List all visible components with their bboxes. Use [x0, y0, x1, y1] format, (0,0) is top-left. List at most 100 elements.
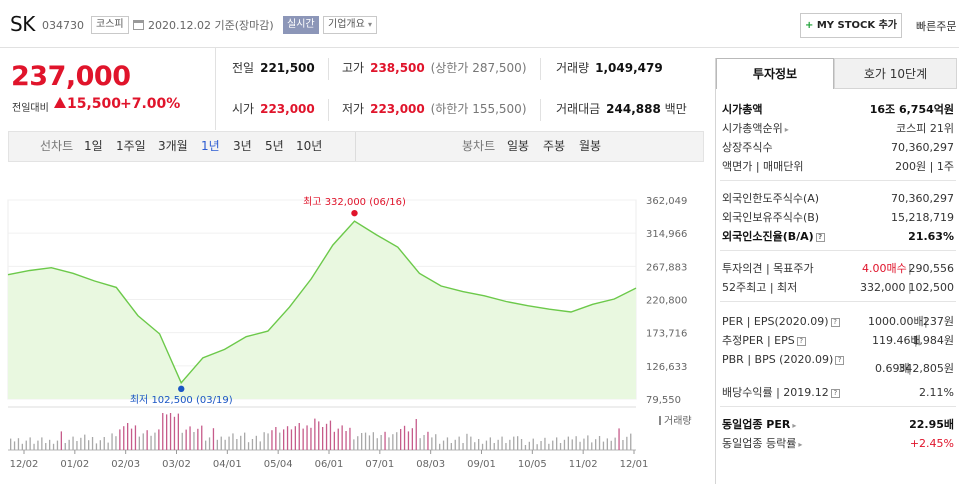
help-icon[interactable]: ?	[830, 317, 840, 327]
candle-weekly[interactable]: 주봉	[543, 139, 566, 153]
period-1d[interactable]: 1일	[84, 139, 103, 153]
upper-limit: (상한가 287,500)	[430, 61, 527, 75]
base-date: 2020.12.02 기준(장마감)	[148, 19, 274, 32]
tab-orderbook-10[interactable]: 호가 10단계	[834, 58, 957, 89]
industry-per-value: 22.95배	[909, 418, 954, 431]
quote-volume: 거래량 1,049,479	[556, 48, 663, 89]
volume-bar	[439, 443, 441, 450]
volume-bar	[271, 430, 273, 450]
period-10y[interactable]: 10년	[296, 139, 323, 153]
volume-bar	[91, 437, 94, 450]
volume-bar	[493, 443, 495, 450]
help-icon[interactable]: ?	[796, 336, 806, 346]
volume-bar	[130, 428, 133, 450]
volume-bar	[485, 440, 488, 450]
period-3y[interactable]: 3년	[233, 139, 252, 153]
volume-bar	[255, 435, 257, 450]
amount-unit: 백만	[664, 102, 687, 116]
volume-bar	[123, 426, 125, 450]
volume-bar	[45, 443, 47, 450]
market-badge: 코스피	[91, 16, 129, 34]
volume-bar	[72, 436, 74, 450]
help-icon[interactable]: ?	[830, 388, 840, 398]
help-icon[interactable]: ?	[835, 355, 845, 365]
quick-order-link[interactable]: 빠른주문	[916, 20, 957, 33]
quote-row-1: 전일 221,500 고가 238,500 (상한가 287,500) 거래량 1,0…	[216, 48, 704, 89]
volume-bar	[247, 442, 250, 450]
volume-bar	[610, 440, 612, 450]
divider: |	[908, 281, 912, 294]
volume-bar	[368, 435, 371, 450]
period-3m[interactable]: 3개월	[158, 139, 188, 153]
opinion-row: 투자의견 | 목표주가 4.00매수 | 290,556	[722, 259, 954, 278]
x-tick-label: 07/01	[365, 459, 394, 470]
tab-investment-info[interactable]: 투자정보	[716, 58, 834, 89]
x-tick-label: 10/05	[518, 459, 547, 470]
stock-name: SK	[10, 12, 35, 36]
volume-bar	[571, 439, 573, 450]
market-cap-label: 시가총액	[722, 103, 763, 116]
candle-monthly[interactable]: 월봉	[579, 139, 602, 153]
high-label: 최고 332,000 (06/16)	[303, 196, 406, 208]
my-stock-add-button[interactable]: + MY STOCK 추가	[800, 13, 902, 38]
divider	[720, 180, 956, 181]
price-change-percent: +7.00%	[120, 96, 181, 112]
volume-bar	[501, 436, 503, 450]
volume-bar	[450, 443, 452, 450]
est-per-row: 추정PER | EPS? 119.46배 | 1,984원	[722, 331, 954, 350]
volume-bar	[10, 438, 12, 450]
volume-bar	[275, 427, 277, 450]
volume-bar	[353, 439, 355, 450]
volume-bar	[489, 437, 491, 450]
volume-label: 거래량	[556, 61, 590, 75]
volume-bar	[505, 443, 507, 450]
company-overview-dropdown[interactable]: 기업개요 ▾	[323, 16, 378, 34]
volume-bar	[318, 421, 320, 450]
w52-label: 52주최고 | 최저	[722, 281, 798, 294]
volume-bar	[325, 423, 328, 450]
volume-bar	[13, 441, 16, 450]
volume-bar	[201, 425, 203, 450]
candle-daily[interactable]: 일봉	[507, 139, 530, 153]
foreign-hold-row: 외국인보유주식수(B) 15,218,719	[722, 208, 954, 227]
help-icon[interactable]: ?	[815, 232, 825, 242]
period-1y[interactable]: 1년	[201, 139, 220, 153]
volume-bar	[294, 426, 296, 450]
high-label: 고가	[342, 61, 365, 75]
volume-value: 1,049,479	[595, 61, 663, 75]
realtime-button[interactable]: 실시간	[283, 16, 319, 34]
period-1w[interactable]: 1주일	[116, 139, 146, 153]
volume-bar	[458, 436, 460, 450]
volume-bar	[103, 437, 105, 450]
price-area-fill	[8, 221, 636, 399]
volume-bar	[497, 439, 499, 450]
volume-bar	[544, 437, 546, 450]
info-tabs: 투자정보 호가 10단계	[716, 58, 959, 89]
volume-bar	[33, 443, 35, 450]
volume-bar	[310, 427, 312, 450]
period-5y[interactable]: 5년	[265, 139, 284, 153]
volume-bar	[177, 413, 179, 450]
volume-bar	[407, 431, 410, 450]
volume-bar	[462, 443, 464, 450]
volume-bar	[115, 436, 117, 450]
amount-label: 거래대금	[556, 102, 601, 116]
x-tick-label: 12/02	[10, 459, 39, 470]
volume-bar	[411, 428, 413, 450]
volume-bar	[618, 428, 620, 450]
volume-bar	[236, 439, 238, 450]
volume-bar	[524, 445, 527, 450]
volume-bar	[329, 420, 332, 450]
divider	[328, 58, 329, 80]
divider	[720, 406, 956, 407]
volume-bar	[591, 442, 593, 450]
shares-label: 상장주식수	[722, 141, 773, 154]
price-box: 237,000 전일대비 15,500 +7.00%	[0, 48, 216, 130]
volume-bar	[513, 436, 515, 450]
per-label: PER | EPS(2020.09)	[722, 315, 829, 328]
volume-bar	[595, 439, 597, 450]
volume-bar	[587, 435, 589, 450]
y-tick-label: 79,550	[646, 395, 681, 406]
volume-bar	[384, 431, 386, 450]
volume-bar	[84, 434, 86, 450]
